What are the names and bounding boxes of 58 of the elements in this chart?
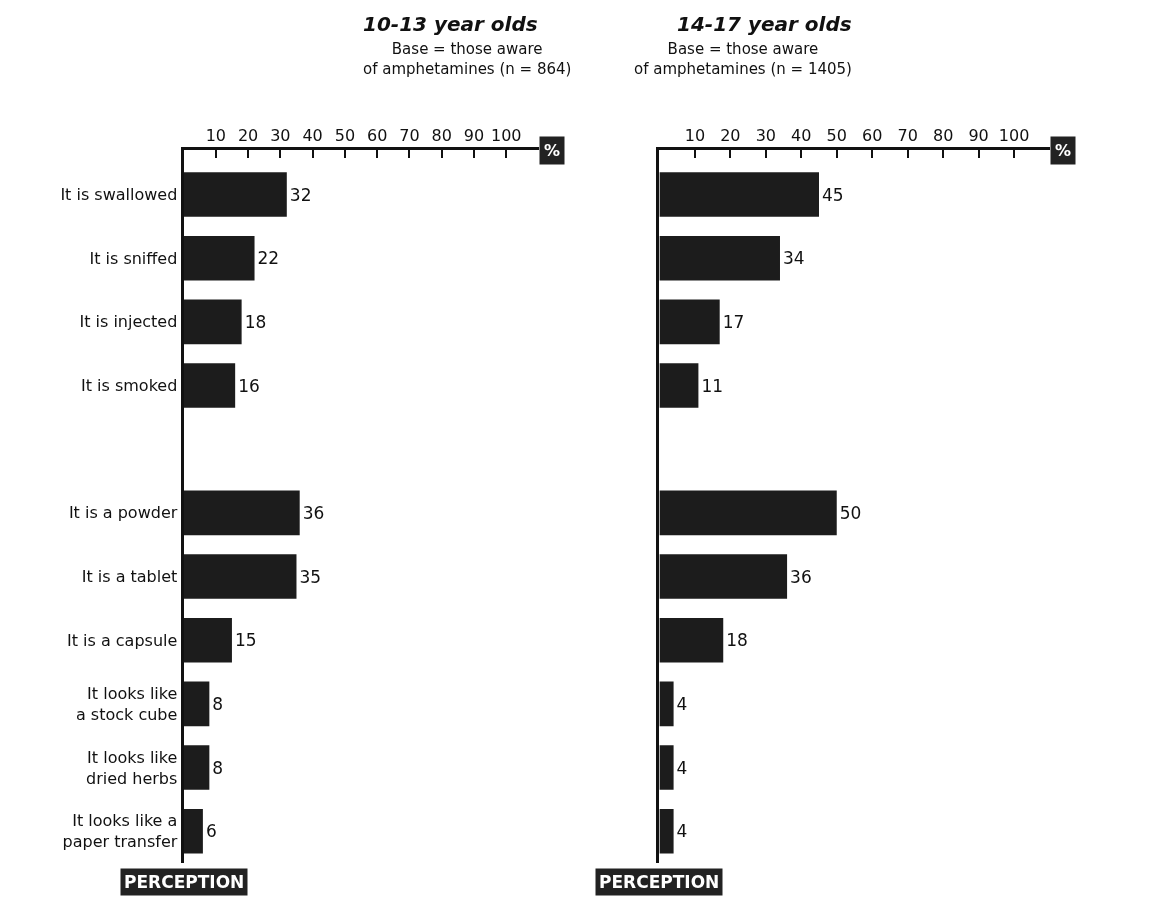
data-label: 36: [302, 502, 325, 523]
y-tick-label: It is a capsule: [66, 630, 178, 650]
x-tick-label: 60: [862, 125, 883, 145]
x-tick-label: 20: [720, 125, 741, 145]
y-tick-label: It is a tablet: [81, 567, 178, 587]
data-label: 4: [676, 757, 688, 778]
data-label: 32: [289, 184, 312, 205]
y-tick-label: It is a powder: [68, 503, 178, 523]
data-label: 4: [676, 693, 688, 714]
x-tick-label: 10: [684, 125, 706, 145]
x-tick-label: 50: [334, 125, 356, 145]
data-label: 34: [782, 248, 805, 269]
x-tick-label: 40: [791, 125, 812, 145]
data-label: 16: [238, 375, 260, 396]
y-tick-label: It is swallowed: [60, 185, 178, 205]
data-label: 8: [212, 757, 224, 778]
y-tick-label: It is injected: [79, 312, 178, 332]
x-tick-label: 90: [968, 125, 989, 145]
data-label: 50: [839, 502, 862, 523]
data-label: 8: [212, 693, 224, 714]
x-tick-label: 80: [932, 125, 954, 145]
text: PERCEPTION: [599, 872, 720, 892]
x-tick-label: 60: [366, 125, 388, 145]
x-tick-label: 20: [237, 125, 259, 145]
chart-subtitle: Base = those aware of amphetamines (n = 864): [363, 40, 572, 78]
y-tick-label: It is sniffed: [89, 248, 178, 268]
x-tick-label: 100: [490, 125, 522, 145]
data-label: 17: [722, 311, 745, 332]
chart-title: 10-13 year olds: [363, 12, 538, 36]
y-tick-label: It looks like a stock cube: [75, 684, 178, 724]
x-tick-label: 50: [826, 125, 847, 145]
x-axis-title: %: [544, 141, 561, 160]
x-tick-label: 30: [755, 125, 776, 145]
data-label: 22: [257, 248, 280, 269]
y-tick-label: It is smoked: [80, 376, 178, 396]
x-axis-title: %: [1055, 141, 1072, 160]
data-label: 18: [244, 311, 267, 332]
x-tick-label: 70: [897, 125, 918, 145]
x-tick-label: 90: [463, 125, 485, 145]
text: PERCEPTION: [124, 872, 245, 892]
data-label: 35: [299, 566, 322, 587]
x-tick-label: 100: [998, 125, 1030, 145]
data-label: 36: [790, 566, 812, 587]
x-tick-label: 70: [399, 125, 420, 145]
x-tick-label: 30: [270, 125, 291, 145]
data-label: 15: [234, 630, 257, 651]
data-label: 18: [726, 630, 748, 651]
data-label: 6: [205, 821, 217, 842]
chart-subtitle: Base = those aware of amphetamines (n = 1405): [634, 40, 852, 78]
y-tick-label: It looks like dried herbs: [86, 747, 178, 788]
data-label: 11: [701, 375, 724, 396]
x-tick-label: 10: [205, 125, 226, 145]
x-tick-label: 40: [302, 125, 323, 145]
data-label: 4: [676, 821, 688, 842]
chart-title: 14-17 year olds: [677, 12, 852, 36]
y-tick-label: It looks like a paper transfer: [62, 811, 178, 852]
data-label: 45: [822, 184, 844, 205]
x-tick-label: 80: [431, 125, 452, 145]
